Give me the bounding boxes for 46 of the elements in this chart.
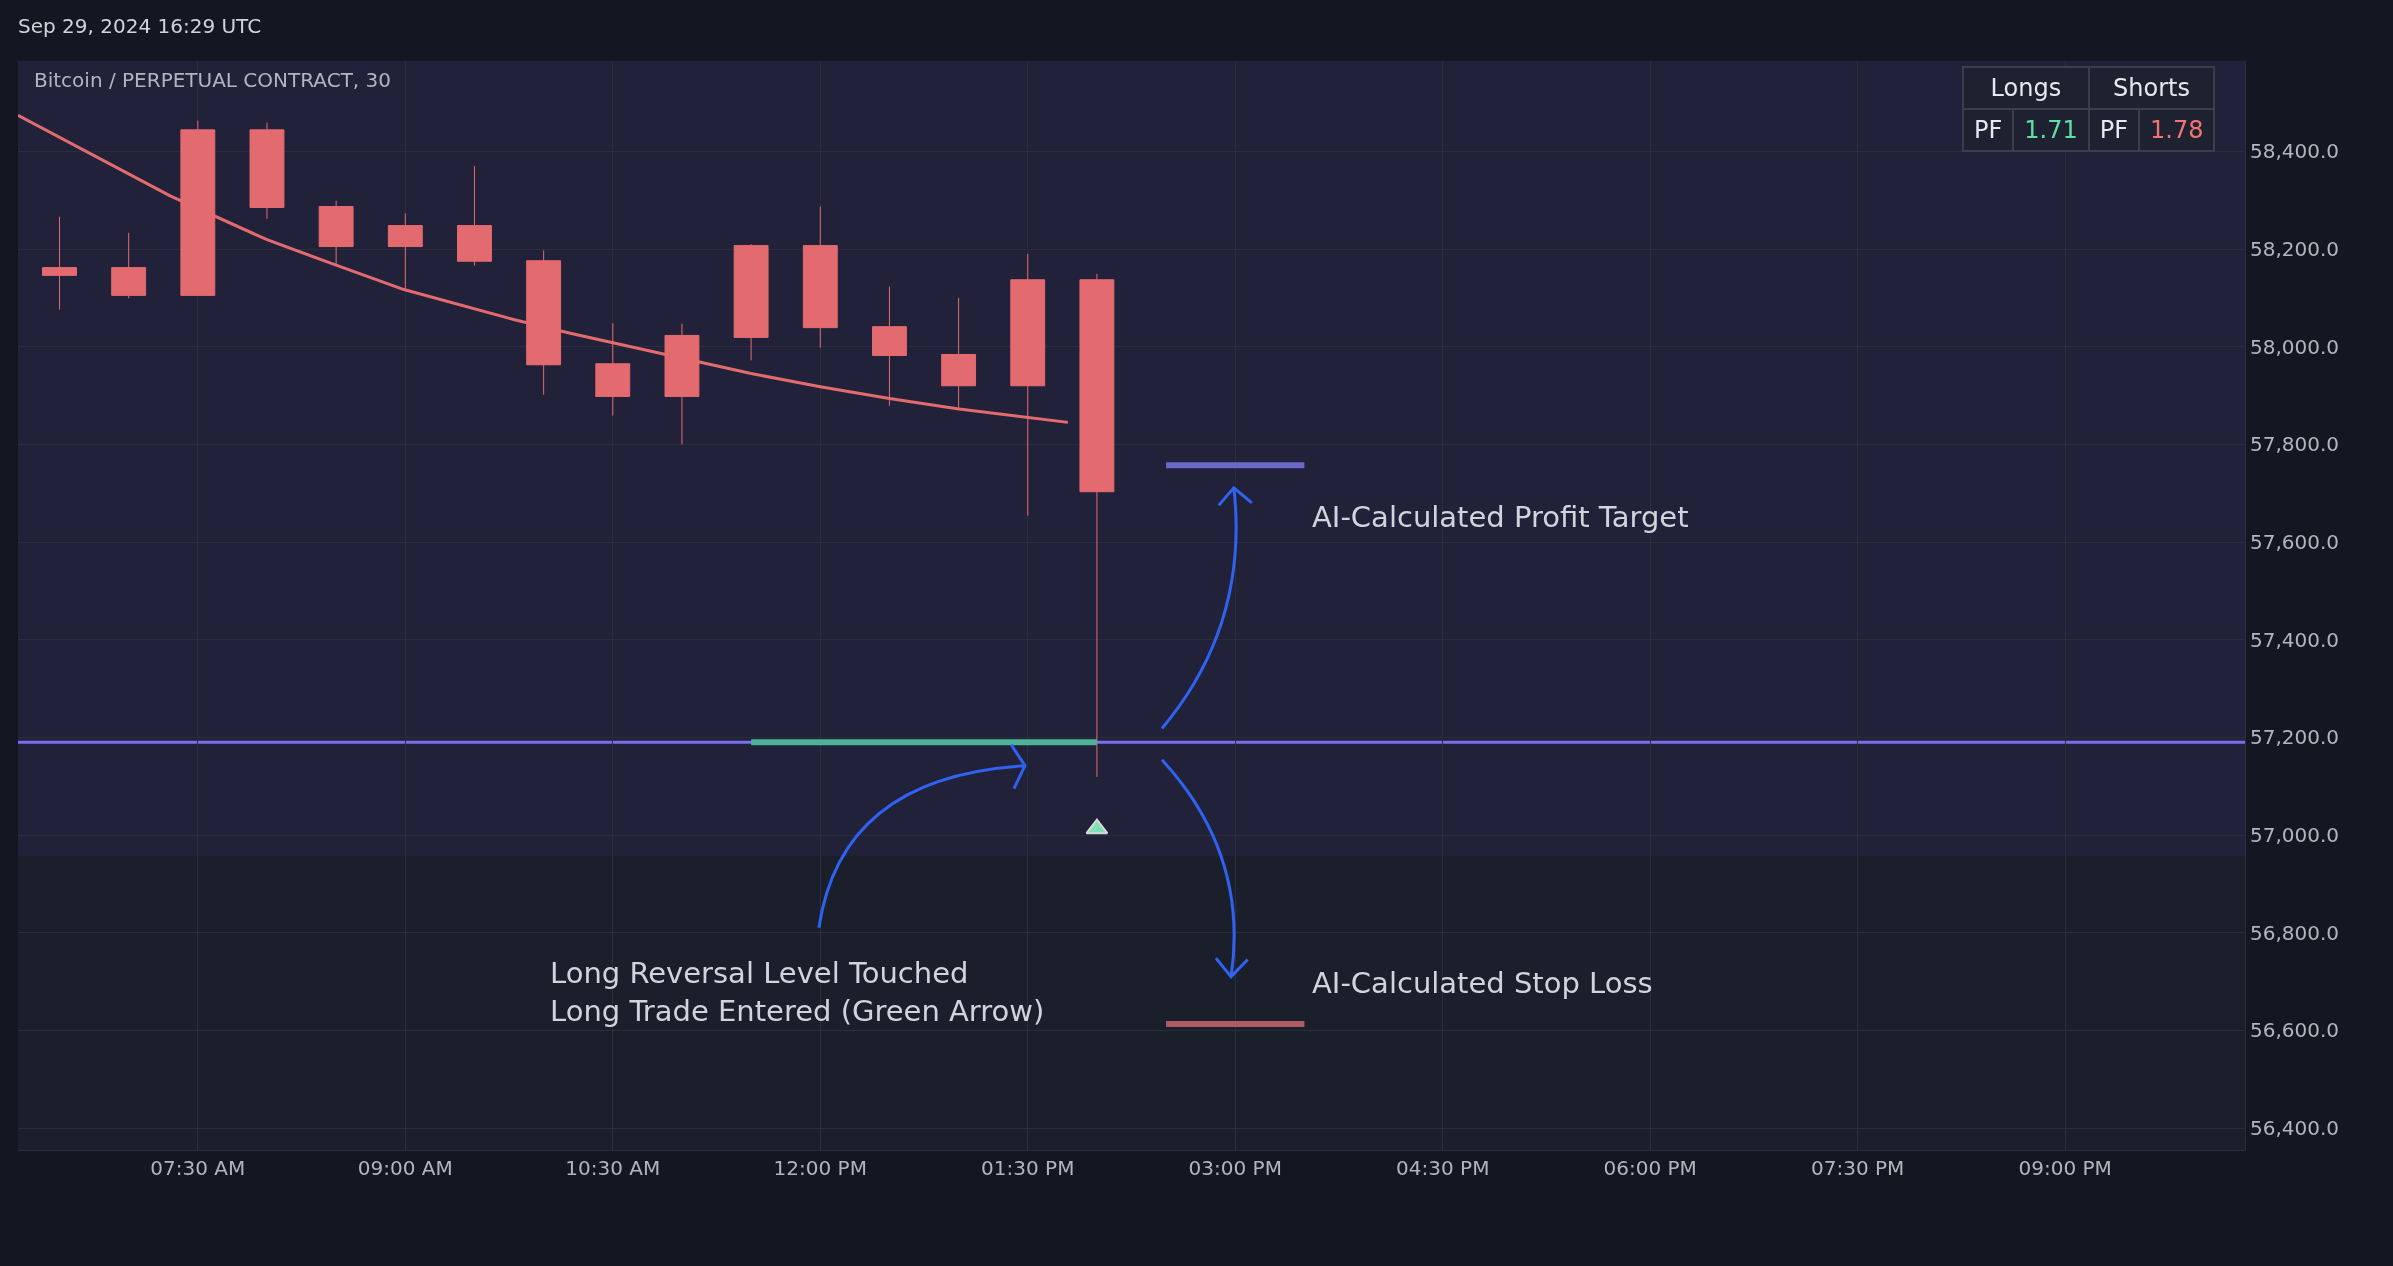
candlestick <box>941 297 977 410</box>
x-tick-label: 03:00 PM <box>1188 1156 1282 1180</box>
annotation: Shorts <box>2088 67 2215 109</box>
x-tick-label: 06:00 PM <box>1603 1156 1697 1180</box>
annotation: PF <box>2088 109 2139 151</box>
candlestick <box>802 206 838 349</box>
x-tick-label: 12:00 PM <box>773 1156 867 1180</box>
annotation: AI-Calculated Stop Loss <box>1312 966 1653 1000</box>
y-tick-label: 57,800.0 <box>2250 432 2340 457</box>
y-tick-label: 57,400.0 <box>2250 627 2340 652</box>
y-tick-label: 58,000.0 <box>2250 334 2340 359</box>
x-tick-label: 04:30 PM <box>1396 1156 1490 1180</box>
x-tick-label: 07:30 AM <box>150 1156 246 1180</box>
candlestick <box>457 165 492 267</box>
candlestick <box>180 120 216 296</box>
candlestick <box>42 216 77 311</box>
y-tick-label: 56,600.0 <box>2250 1018 2340 1043</box>
candlestick <box>871 286 907 407</box>
y-tick-label: 58,200.0 <box>2250 237 2340 262</box>
candlestick <box>595 322 631 417</box>
annotation: 1.78 <box>2139 109 2215 151</box>
candlestick <box>318 200 354 266</box>
y-tick-label: 56,400.0 <box>2250 1116 2340 1141</box>
chart-subtitle: Sep 29, 2024 16:29 UTC <box>18 14 262 38</box>
y-tick-label: 58,400.0 <box>2250 139 2340 164</box>
annotation: AI-Calculated Profit Target <box>1312 500 1689 534</box>
annotation: Long Reversal Level Touched Long Trade Entered (Green Arrow) <box>550 956 1045 1028</box>
candlestick <box>249 122 285 220</box>
y-tick-label: 56,800.0 <box>2250 920 2340 945</box>
x-tick-label: 09:00 AM <box>357 1156 453 1180</box>
candlestick <box>526 249 562 396</box>
candlestick <box>387 212 423 291</box>
x-tick-label: 01:30 PM <box>981 1156 1075 1180</box>
x-tick-label: 07:30 PM <box>1811 1156 1905 1180</box>
y-tick-label: 57,600.0 <box>2250 530 2340 555</box>
annotation: Longs <box>1963 67 2089 109</box>
chart-title: Bitcoin / PERPETUAL CONTRACT, 30 <box>34 68 392 92</box>
candlestick <box>111 232 147 299</box>
candlestick <box>733 243 769 361</box>
x-tick-label: 10:30 AM <box>565 1156 661 1180</box>
y-tick-label: 57,000.0 <box>2250 823 2340 848</box>
x-tick-label: 09:00 PM <box>2018 1156 2112 1180</box>
annotation: PF <box>1963 109 2014 151</box>
y-tick-label: 57,200.0 <box>2250 725 2340 750</box>
annotation: 1.71 <box>2013 109 2089 151</box>
candlestick <box>1079 273 1115 778</box>
